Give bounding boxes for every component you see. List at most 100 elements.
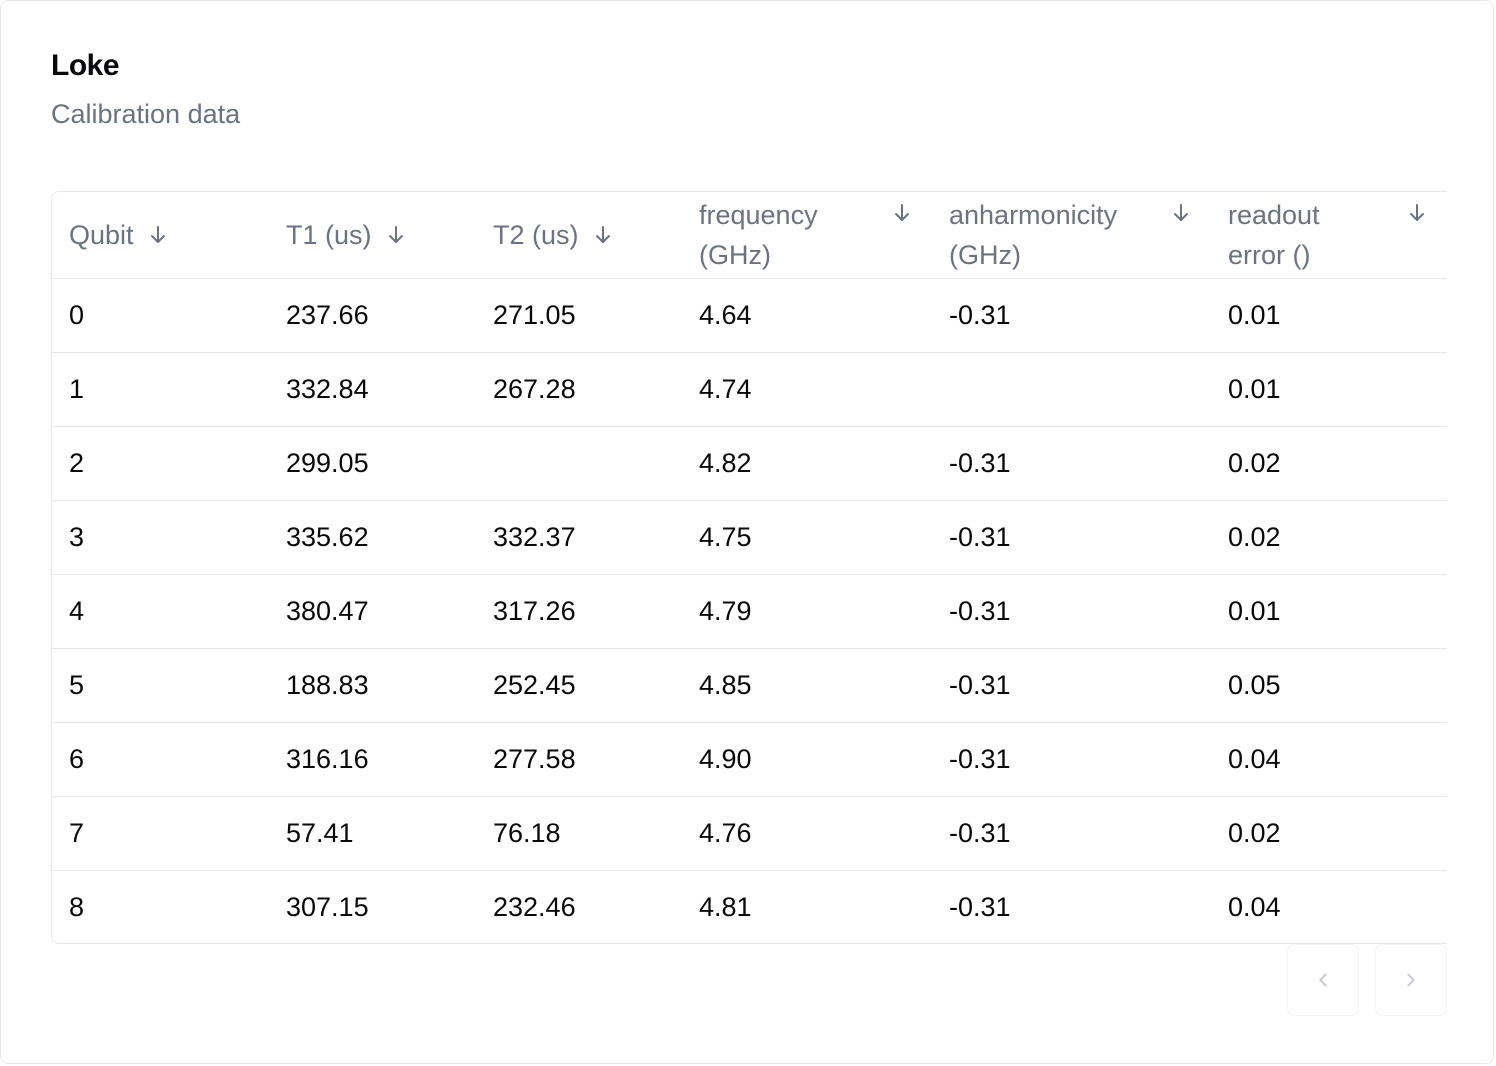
table-cell: 332.37 xyxy=(476,500,682,575)
table-cell: 4.64 xyxy=(682,278,932,353)
table-cell: 4.81 xyxy=(682,870,932,943)
table-row: 7 57.41 76.18 4.76 -0.31 0.02 xyxy=(52,796,1447,871)
table-cell: 4 xyxy=(52,574,269,649)
table-cell: 335.62 xyxy=(269,500,476,575)
arrow-down-icon[interactable] xyxy=(1169,201,1193,225)
table-cell-value: -0.31 xyxy=(949,817,1011,848)
table-cell-value: 7 xyxy=(69,817,85,848)
table-cell: 0.01 xyxy=(1211,574,1447,649)
table-cell-value: 237.66 xyxy=(286,299,369,330)
table-cell-value: 4.81 xyxy=(699,891,752,922)
table-cell: 188.83 xyxy=(269,648,476,723)
table-row: 8 307.15 232.46 4.81 -0.31 0.04 xyxy=(52,870,1447,943)
card-title: Loke xyxy=(51,49,120,82)
column-header-readout-error[interactable]: readout error () xyxy=(1211,192,1447,279)
table-cell: -0.31 xyxy=(932,426,1211,501)
table-cell: 332.84 xyxy=(269,352,476,427)
table-cell-value: 0.01 xyxy=(1228,299,1281,330)
table-row: 3 335.62 332.37 4.75 -0.31 0.02 xyxy=(52,500,1447,575)
table-cell: 8 xyxy=(52,870,269,943)
card-subtitle: Calibration data xyxy=(51,99,241,129)
table-cell-value: 0.04 xyxy=(1228,891,1281,922)
table-cell: 57.41 xyxy=(269,796,476,871)
column-header-label: anharmonicity (GHz) xyxy=(949,199,1118,270)
table-cell-value: 6 xyxy=(69,743,85,774)
column-header-frequency[interactable]: frequency (GHz) xyxy=(682,192,932,279)
chevron-left-icon xyxy=(1312,969,1334,991)
table-cell: 0.02 xyxy=(1211,796,1447,871)
table-body: 0 237.66 271.05 4.64 -0.31 0.01 1 332.84 267.28 4… xyxy=(52,278,1447,943)
table-cell: 2 xyxy=(52,426,269,501)
table-cell-value: -0.31 xyxy=(949,743,1011,774)
table-cell: 0 xyxy=(52,278,269,353)
chevron-right-icon xyxy=(1400,969,1422,991)
table-cell: 299.05 xyxy=(269,426,476,501)
table-cell: -0.31 xyxy=(932,648,1211,723)
table-cell: 4.76 xyxy=(682,796,932,871)
table-cell-value: 0.02 xyxy=(1228,817,1281,848)
table-cell: 0.02 xyxy=(1211,500,1447,575)
table-cell: 4.90 xyxy=(682,722,932,797)
arrow-down-icon[interactable] xyxy=(384,223,408,247)
column-header-label: frequency (GHz) xyxy=(699,199,818,270)
column-header-label: T2 (us) xyxy=(493,219,579,250)
table-cell: -0.31 xyxy=(932,870,1211,943)
table-cell-value: -0.31 xyxy=(949,299,1011,330)
table-row: 4 380.47 317.26 4.79 -0.31 0.01 xyxy=(52,574,1447,649)
table-row: 2 299.05 4.82 -0.31 0.02 xyxy=(52,426,1447,501)
table-row: 1 332.84 267.28 4.74 0.01 xyxy=(52,352,1447,427)
table-cell xyxy=(932,352,1211,427)
table-cell-value: 317.26 xyxy=(493,595,576,626)
table-cell-value: 3 xyxy=(69,521,85,552)
table-cell-value: 332.84 xyxy=(286,373,369,404)
arrow-down-icon[interactable] xyxy=(146,223,170,247)
table-cell: 4.82 xyxy=(682,426,932,501)
table-cell-value: 188.83 xyxy=(286,669,369,700)
table-cell: 6 xyxy=(52,722,269,797)
column-header-t2[interactable]: T2 (us) xyxy=(476,192,682,279)
table-cell-value: 4.64 xyxy=(699,299,752,330)
table-cell-value: 76.18 xyxy=(493,817,561,848)
table-cell-value: 232.46 xyxy=(493,891,576,922)
table-cell: 4.85 xyxy=(682,648,932,723)
table-cell: -0.31 xyxy=(932,574,1211,649)
next-page-button[interactable] xyxy=(1375,944,1447,1016)
table-cell-value: 4.82 xyxy=(699,447,752,478)
table-cell-value: 2 xyxy=(69,447,85,478)
table-cell-value: 4.90 xyxy=(699,743,752,774)
table-cell: 0.01 xyxy=(1211,352,1447,427)
table-cell-value: 4.79 xyxy=(699,595,752,626)
table-cell: 4.79 xyxy=(682,574,932,649)
arrow-down-icon[interactable] xyxy=(591,223,615,247)
table-cell-value: 252.45 xyxy=(493,669,576,700)
table-cell: 237.66 xyxy=(269,278,476,353)
table-cell: 277.58 xyxy=(476,722,682,797)
column-header-qubit[interactable]: Qubit xyxy=(52,192,269,279)
arrow-down-icon[interactable] xyxy=(890,201,914,225)
table-cell: 232.46 xyxy=(476,870,682,943)
column-header-anharmonicity[interactable]: anharmonicity (GHz) xyxy=(932,192,1211,279)
table-cell: -0.31 xyxy=(932,500,1211,575)
table-cell-value: 335.62 xyxy=(286,521,369,552)
table-cell-value: 4 xyxy=(69,595,85,626)
table-cell: 76.18 xyxy=(476,796,682,871)
table-cell-value: 0 xyxy=(69,299,85,330)
calibration-table: Qubit T1 (us) T2 (us) xyxy=(52,192,1447,943)
table-cell-value: -0.31 xyxy=(949,595,1011,626)
table-cell-value: -0.31 xyxy=(949,891,1011,922)
table-cell: 316.16 xyxy=(269,722,476,797)
table-row: 0 237.66 271.05 4.64 -0.31 0.01 xyxy=(52,278,1447,353)
table-header-row: Qubit T1 (us) T2 (us) xyxy=(52,192,1447,279)
table-cell: 0.04 xyxy=(1211,870,1447,943)
arrow-down-icon[interactable] xyxy=(1405,201,1429,225)
table-cell: 380.47 xyxy=(269,574,476,649)
table-cell: -0.31 xyxy=(932,722,1211,797)
table-cell-value: 0.01 xyxy=(1228,373,1281,404)
previous-page-button[interactable] xyxy=(1287,944,1359,1016)
column-header-t1[interactable]: T1 (us) xyxy=(269,192,476,279)
table-cell: -0.31 xyxy=(932,278,1211,353)
calibration-table-container: Qubit T1 (us) T2 (us) xyxy=(51,191,1447,944)
table-cell: 0.04 xyxy=(1211,722,1447,797)
table-cell: -0.31 xyxy=(932,796,1211,871)
